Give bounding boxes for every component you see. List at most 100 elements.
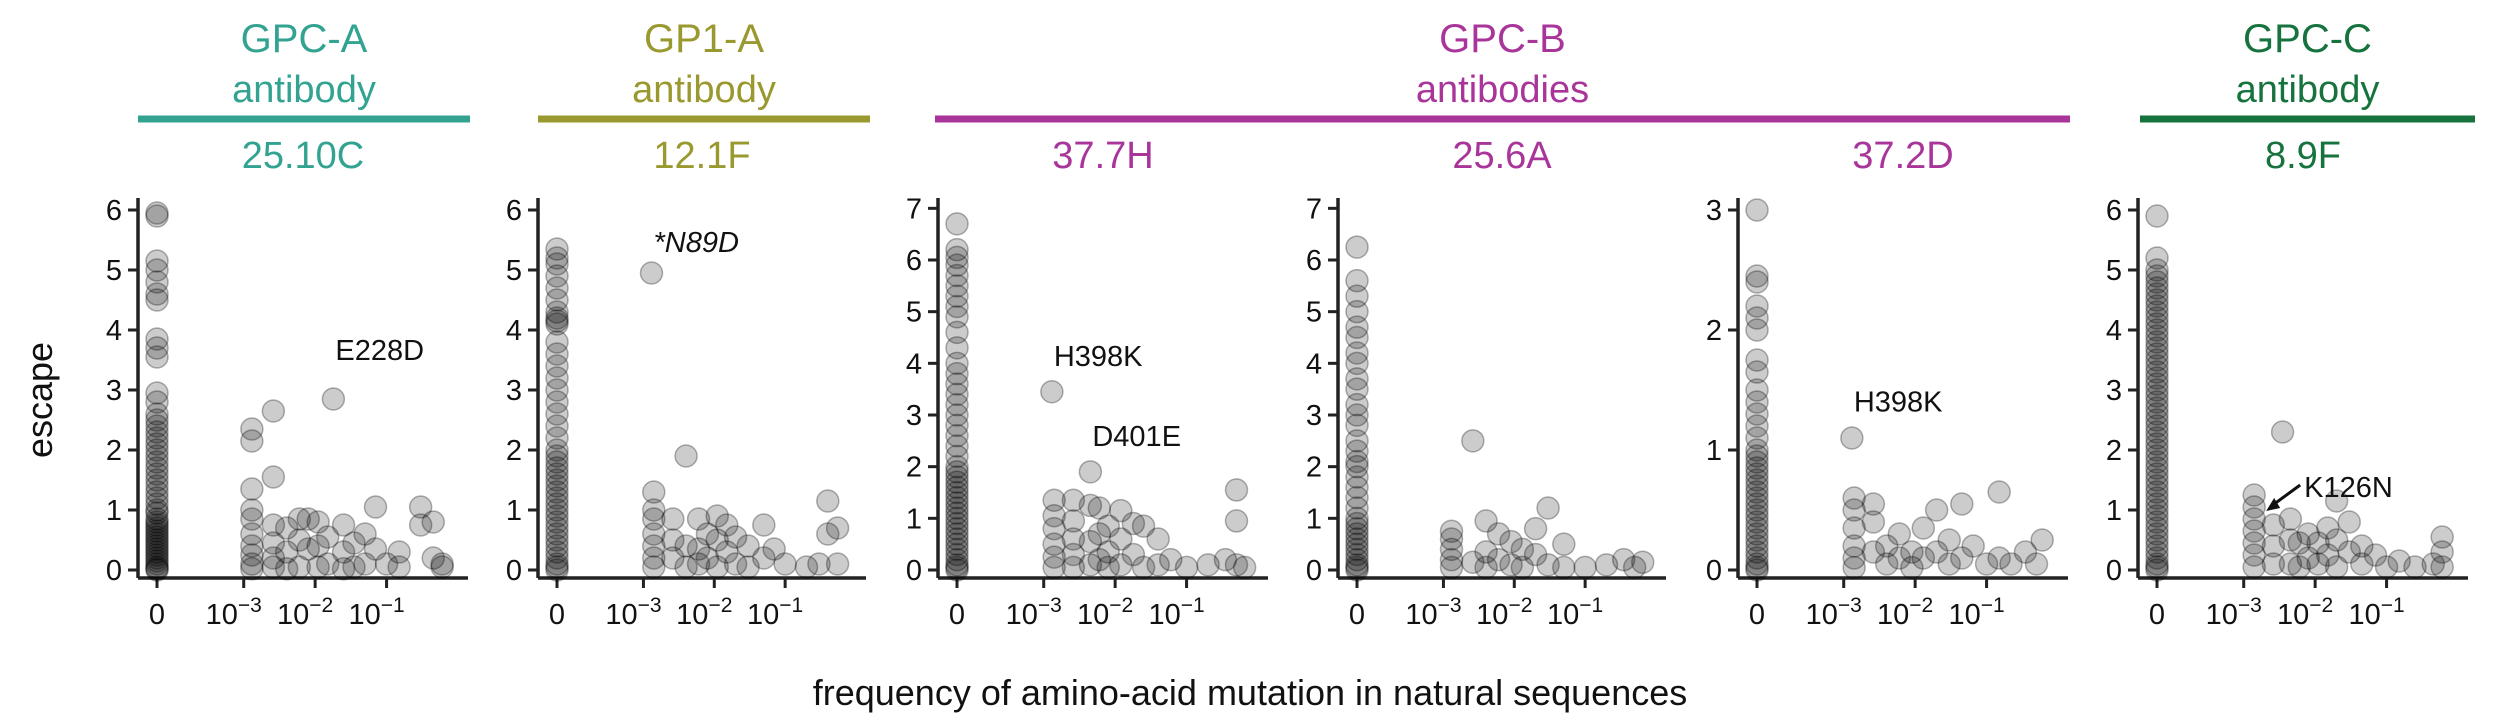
- data-point-zero: [1345, 547, 1369, 572]
- data-point-zero: [945, 320, 969, 345]
- data-point-zero: [1745, 456, 1769, 480]
- data-point-zero: [1745, 474, 1769, 498]
- data-point-zero: [545, 402, 569, 426]
- group-title: GPC-C: [2243, 17, 2372, 61]
- data-point: [1987, 546, 2011, 570]
- x-tick-exponent: −1: [381, 594, 405, 617]
- data-point-zero: [945, 532, 969, 556]
- data-point: [1131, 514, 1156, 538]
- data-point-zero: [2145, 552, 2169, 576]
- data-point-zero: [2145, 522, 2169, 546]
- data-point: [1552, 532, 1576, 556]
- data-point-zero: [145, 402, 169, 426]
- data-point: [1461, 550, 1485, 574]
- data-point: [1109, 527, 1133, 551]
- data-point: [1499, 529, 1523, 554]
- data-point: [2350, 552, 2374, 576]
- data-point-zero: [2145, 480, 2169, 504]
- group-title: GPC-B: [1439, 17, 1566, 61]
- data-point-zero: [545, 246, 569, 270]
- data-point: [825, 516, 850, 540]
- data-point-zero: [545, 522, 569, 546]
- data-point: [2387, 549, 2411, 573]
- antibody-name: 37.2D: [1852, 135, 1953, 177]
- data-point: [752, 513, 776, 537]
- data-point-zero: [545, 309, 569, 333]
- data-point: [1842, 534, 1866, 558]
- data-point: [408, 513, 433, 537]
- data-point: [2306, 531, 2330, 555]
- data-point-zero: [545, 486, 569, 510]
- data-point-zero: [1345, 485, 1369, 510]
- x-tick-label: 10−3: [1405, 594, 1461, 631]
- data-point-zero: [1745, 552, 1769, 576]
- x-tick-label: 10−1: [1547, 594, 1603, 631]
- data-point-zero: [2145, 390, 2169, 414]
- data-point: [2278, 552, 2303, 576]
- data-point-zero: [2145, 306, 2169, 330]
- data-point: [2306, 552, 2330, 576]
- data-point: [762, 537, 786, 561]
- data-point-zero: [1345, 537, 1369, 562]
- data-point-zero: [1345, 454, 1369, 479]
- data-point-zero: [145, 474, 169, 498]
- data-point-zero: [2145, 270, 2169, 294]
- data-point: [331, 540, 356, 564]
- data-point: [2350, 534, 2374, 558]
- data-point: [1961, 534, 1985, 558]
- data-point-zero: [545, 237, 569, 261]
- x-tick-label: 10−3: [206, 594, 262, 631]
- data-point-zero: [2145, 282, 2169, 306]
- data-point: [430, 555, 454, 579]
- data-point-zero: [945, 555, 969, 580]
- data-point: [2261, 552, 2286, 576]
- data-point-zero: [145, 546, 169, 570]
- x-tick-label: 10−1: [1148, 594, 1204, 631]
- y-tick-label: 3: [2106, 375, 2122, 407]
- data-point: [240, 417, 264, 441]
- data-point-zero: [1745, 414, 1769, 438]
- data-point: [1196, 553, 1220, 577]
- data-point-zero: [1345, 341, 1369, 365]
- data-point-zero: [145, 204, 169, 228]
- data-point: [387, 555, 411, 579]
- x-tick-label: 0: [149, 599, 165, 631]
- x-tick-label: 10−1: [1948, 594, 2004, 631]
- data-point-zero: [2145, 486, 2169, 510]
- data-point-zero: [945, 454, 969, 479]
- data-point-zero: [945, 351, 969, 376]
- data-point-zero: [2145, 384, 2169, 408]
- data-point: [2242, 555, 2266, 579]
- data-point: [2242, 543, 2266, 567]
- data-point-zero: [945, 237, 969, 262]
- annotation-label: D401E: [1092, 421, 1181, 453]
- group-title: GP1-A: [644, 17, 764, 61]
- data-point-zero: [1745, 438, 1769, 462]
- data-point: [1523, 516, 1548, 541]
- data-point-zero: [145, 486, 169, 510]
- data-point: [807, 552, 831, 576]
- data-point: [2296, 546, 2320, 570]
- y-tick-label: 3: [506, 375, 522, 407]
- data-point-zero: [545, 300, 569, 324]
- data-point-zero: [2145, 546, 2169, 570]
- data-point-zero: [145, 444, 169, 468]
- group-headers: GPC-A antibody GP1-A antibody GPC-B antibodie…: [138, 17, 2475, 123]
- data-point: [2324, 489, 2349, 513]
- data-point-zero: [1345, 449, 1369, 474]
- data-point-zero: [2145, 444, 2169, 468]
- data-point: [1924, 498, 1949, 522]
- x-tick-exponent: −3: [2238, 594, 2262, 617]
- data-point-zero: [145, 414, 169, 438]
- data-point: [2261, 534, 2286, 558]
- data-point-zero: [545, 390, 569, 414]
- data-point: [1499, 553, 1523, 577]
- x-tick-exponent: −1: [2381, 594, 2405, 617]
- data-point: [1474, 509, 1498, 533]
- data-point: [825, 552, 850, 576]
- data-point: [274, 557, 299, 581]
- data-point-zero: [945, 516, 969, 541]
- data-point-zero: [2145, 204, 2169, 228]
- data-point-zero: [545, 516, 569, 540]
